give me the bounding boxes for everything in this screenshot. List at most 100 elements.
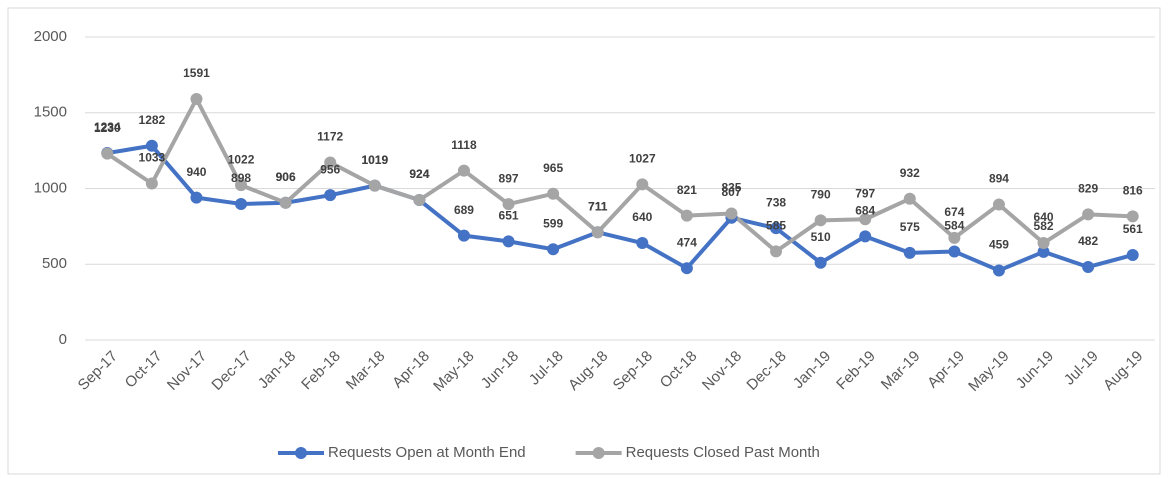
x-tick-label: Apr-19 [924, 348, 968, 392]
data-label: 894 [989, 172, 1009, 186]
data-label: 816 [1123, 184, 1143, 198]
data-label: 1234 [94, 120, 121, 134]
data-point [859, 213, 872, 226]
x-tick-label: Oct-17 [122, 348, 166, 392]
data-label: 1019 [361, 153, 388, 167]
data-point [814, 256, 827, 269]
data-label: 1282 [139, 113, 166, 127]
legend-label: Requests Open at Month End [328, 444, 526, 461]
data-point [413, 194, 426, 207]
data-point [725, 207, 738, 220]
data-label: 1118 [451, 138, 477, 152]
x-tick-label: May-18 [430, 348, 477, 395]
data-label: 640 [632, 210, 652, 224]
data-label: 689 [454, 203, 474, 217]
data-label: 482 [1078, 234, 1098, 248]
data-label: 459 [989, 238, 1009, 252]
data-label: 651 [499, 209, 519, 223]
data-point [547, 243, 560, 256]
data-label: 561 [1123, 222, 1143, 236]
data-point [1082, 208, 1095, 221]
data-point [368, 179, 381, 192]
data-label: 940 [186, 165, 206, 179]
data-point [457, 164, 470, 177]
data-label: 474 [677, 235, 697, 249]
legend-marker [295, 447, 307, 459]
data-label: 738 [766, 195, 786, 209]
data-point [770, 245, 783, 258]
data-label: 674 [944, 205, 964, 219]
data-point [636, 237, 649, 250]
data-point [235, 179, 248, 192]
y-tick-label: 2000 [34, 28, 67, 45]
data-label: 640 [1034, 210, 1054, 224]
data-label: 584 [944, 219, 964, 233]
data-point [1126, 249, 1139, 262]
data-point [547, 187, 560, 200]
data-point [324, 156, 337, 169]
chart-border [7, 7, 1161, 475]
data-label: 1019 [361, 153, 388, 167]
x-tick-label: Aug-18 [565, 348, 611, 394]
data-point [1037, 245, 1050, 258]
series-line [106, 96, 1133, 254]
data-label: 924 [409, 167, 429, 181]
data-label: 1027 [629, 152, 656, 166]
data-point [992, 264, 1005, 277]
data-point [457, 229, 470, 242]
data-label: 1033 [139, 151, 166, 165]
data-label: 906 [276, 170, 296, 184]
x-tick-label: Oct-18 [657, 348, 701, 392]
data-label: 906 [276, 170, 296, 184]
legend-marker [592, 447, 605, 459]
data-point [591, 226, 604, 239]
data-point [145, 139, 158, 152]
data-point [636, 178, 649, 191]
x-tick-label: Mar-18 [343, 348, 389, 394]
data-point [190, 92, 203, 105]
data-label: 711 [588, 199, 608, 213]
data-point [1082, 260, 1095, 273]
data-label: 510 [811, 230, 831, 244]
x-tick-label: Dec-17 [208, 348, 254, 394]
data-point [770, 222, 783, 235]
data-label: 711 [588, 199, 608, 213]
data-label: 1591 [183, 66, 210, 80]
data-label: 821 [677, 183, 697, 197]
x-tick-label: Mar-19 [878, 348, 924, 394]
data-label: 956 [320, 162, 340, 176]
data-label: 684 [855, 204, 875, 218]
data-point [235, 197, 248, 210]
data-point [324, 189, 337, 202]
x-tick-label: Jul-19 [1061, 348, 1102, 389]
x-tick-label: Sep-17 [75, 348, 121, 394]
data-label: 835 [721, 181, 741, 195]
data-label: 1022 [228, 152, 255, 166]
data-point [948, 231, 961, 244]
x-tick-label: Aug-19 [1100, 348, 1146, 394]
data-point [1126, 210, 1139, 223]
data-label: 582 [1034, 219, 1054, 233]
legend-label: Requests Closed Past Month [626, 444, 820, 461]
data-point [814, 214, 827, 227]
data-point [101, 147, 114, 160]
y-tick-label: 1500 [34, 104, 67, 121]
x-tick-label: Jun-19 [1013, 348, 1057, 392]
data-label: 924 [409, 167, 429, 181]
data-label: 897 [499, 171, 519, 185]
data-label: 1172 [317, 130, 343, 144]
data-point [1037, 237, 1050, 250]
x-tick-label: Apr-18 [389, 348, 433, 392]
data-label: 898 [231, 171, 251, 185]
data-point [903, 246, 916, 259]
data-point [190, 191, 203, 204]
data-point [948, 245, 961, 258]
x-tick-label: Dec-18 [743, 348, 789, 394]
data-point [145, 177, 158, 190]
x-tick-label: Nov-18 [699, 348, 745, 394]
data-label: 807 [721, 185, 741, 199]
x-tick-label: Jan-19 [790, 348, 834, 392]
data-label: 829 [1078, 182, 1098, 196]
y-tick-label: 1000 [34, 179, 67, 196]
